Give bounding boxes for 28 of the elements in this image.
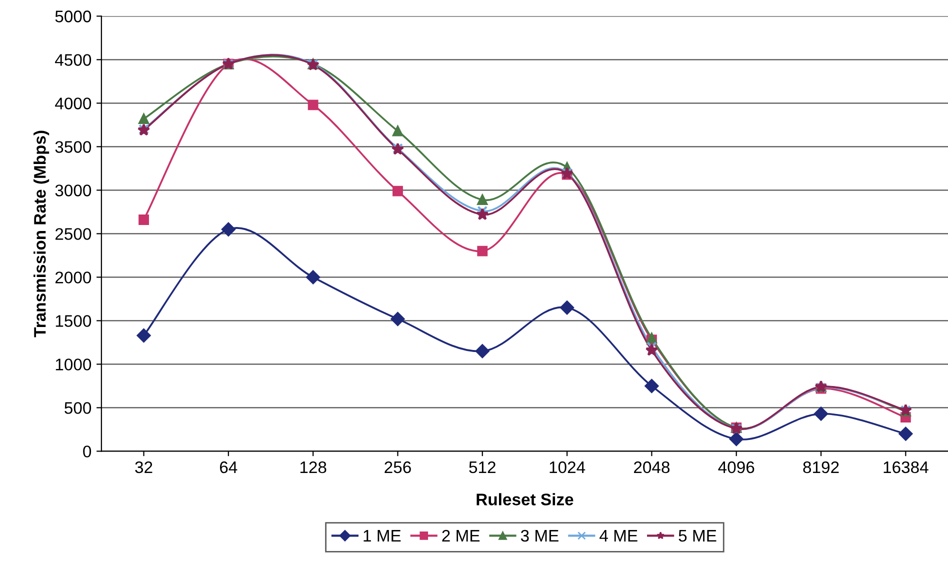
y-tick-label: 2500 — [55, 228, 92, 240]
y-tick-label: 1000 — [56, 358, 92, 370]
x-tick-label: 256 — [384, 461, 411, 474]
y-tick-label: 4500 — [55, 54, 92, 66]
y-tick-label: 2000 — [55, 272, 92, 284]
y-axis-title: Transmission Rate (Mbps) — [34, 130, 50, 338]
legend-label: 3 ME — [520, 530, 558, 542]
x-tick-label: 8192 — [803, 461, 839, 474]
x-tick-label: 64 — [220, 461, 238, 474]
x-tick-label: 128 — [300, 461, 326, 474]
y-tick-label: 5000 — [55, 10, 92, 22]
x-tick-label: 2048 — [634, 461, 670, 474]
x-tick-label: 4096 — [718, 461, 754, 474]
y-tick-label: 3500 — [55, 141, 92, 153]
x-tick-label: 512 — [469, 461, 496, 474]
y-tick-label: 1500 — [56, 315, 92, 327]
y-tick-label: 3000 — [55, 184, 92, 196]
legend-label: 2 ME — [442, 530, 480, 542]
x-tick-label: 32 — [135, 461, 152, 474]
legend-label: 1 ME — [364, 530, 401, 542]
x-tick-label: 1024 — [550, 461, 586, 474]
legend-label: 4 ME — [600, 530, 638, 542]
legend-label: 5 ME — [678, 530, 716, 542]
y-tick-label: 4000 — [55, 98, 92, 110]
x-tick-label: 16384 — [884, 461, 928, 474]
y-tick-label: 0 — [83, 446, 92, 458]
x-axis-title: Ruleset Size — [476, 493, 574, 506]
y-tick-label: 500 — [64, 402, 92, 414]
